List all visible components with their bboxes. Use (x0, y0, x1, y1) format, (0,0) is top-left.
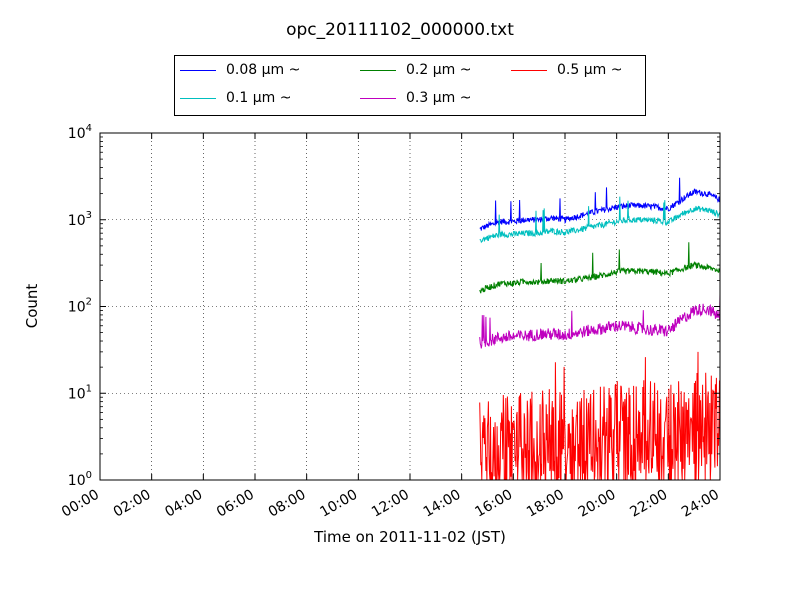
y-tick-label: 100 (68, 470, 92, 489)
legend-swatch (511, 69, 547, 71)
legend-swatch (180, 97, 216, 99)
legend-swatch (180, 69, 216, 71)
legend-item: 0.1 μm ~ (180, 88, 291, 108)
x-axis-label: Time on 2011-11-02 (JST) (314, 528, 506, 546)
x-tick-label: 00:00 (59, 487, 102, 521)
x-tick-label: 08:00 (266, 487, 309, 521)
legend-label: 0.1 μm ~ (226, 90, 292, 106)
x-tick-label: 20:00 (576, 487, 619, 521)
legend-label: 0.3 μm ~ (406, 90, 472, 106)
series-line-4 (479, 351, 720, 480)
legend-swatch (360, 69, 396, 71)
legend-item: 0.08 μm ~ (180, 60, 300, 80)
legend-item: 0.3 μm ~ (360, 88, 471, 108)
y-tick-label: 101 (68, 383, 92, 402)
legend-label: 0.08 μm ~ (226, 62, 301, 78)
chart-title: opc_20111102_000000.txt (286, 20, 514, 40)
y-tick-label: 102 (68, 297, 92, 316)
x-tick-label: 24:00 (679, 487, 722, 521)
x-tick-label: 18:00 (524, 487, 567, 521)
legend-label: 0.5 μm ~ (557, 62, 623, 78)
x-tick-label: 14:00 (421, 487, 464, 521)
x-tick-label: 06:00 (214, 487, 257, 521)
y-axis-label: Count (23, 283, 41, 329)
y-tick-label: 103 (68, 210, 92, 229)
x-tick-label: 12:00 (369, 487, 412, 521)
y-tick-label: 104 (68, 123, 92, 142)
x-tick-label: 10:00 (317, 487, 360, 521)
legend: 0.08 μm ~ 0.1 μm ~ 0.2 μm ~ 0.3 μm ~ 0.5 μm … (174, 55, 646, 116)
series-line-2 (479, 242, 720, 294)
x-tick-label: 04:00 (162, 487, 205, 521)
series-line-1 (479, 196, 720, 244)
series-line-0 (479, 177, 720, 231)
x-tick-label: 16:00 (472, 487, 515, 521)
x-tick-label: 22:00 (627, 487, 670, 521)
series-line-3 (479, 294, 720, 349)
x-tick-label: 02:00 (111, 487, 154, 521)
legend-label: 0.2 μm ~ (406, 62, 472, 78)
legend-item: 0.2 μm ~ (360, 60, 471, 80)
legend-item: 0.5 μm ~ (511, 60, 622, 80)
legend-swatch (360, 97, 396, 99)
